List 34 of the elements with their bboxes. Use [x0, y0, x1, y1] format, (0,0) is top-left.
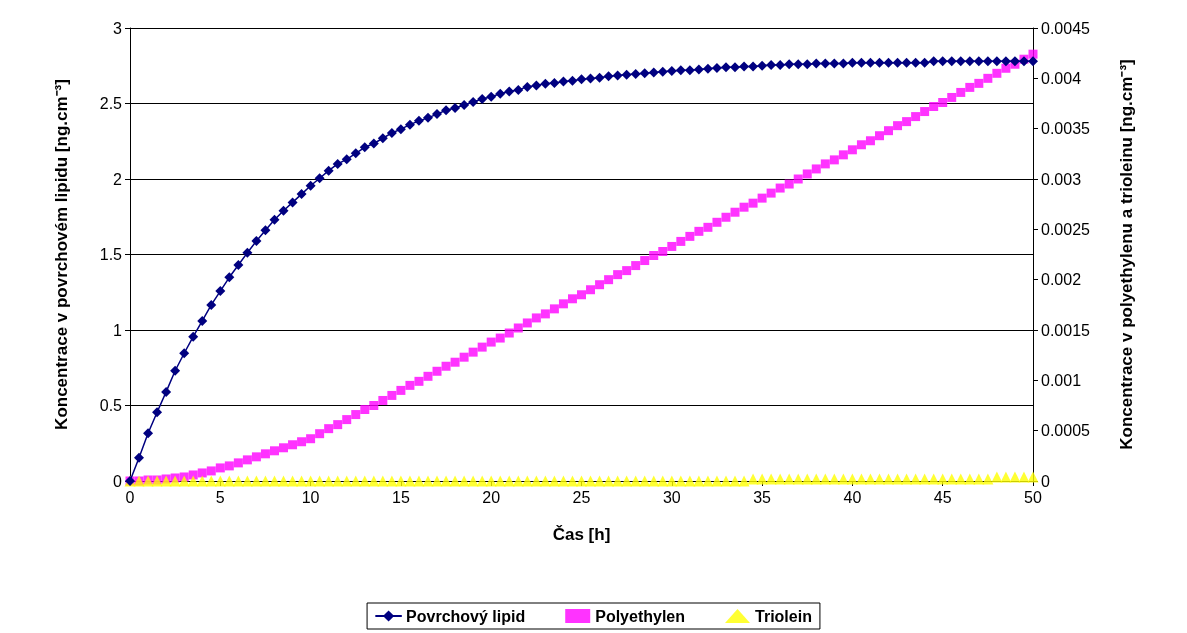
y2-tick-label: 0.0005: [1041, 422, 1091, 440]
x-tick-label: 35: [753, 488, 772, 506]
y-tick-label: 2.5: [99, 95, 123, 112]
x-tick-label: 40: [843, 488, 862, 506]
y2-tick-label: 0.0045: [1041, 19, 1091, 37]
legend-label: Povrchový lipid: [406, 607, 526, 625]
y-tick-label: 2: [113, 170, 123, 188]
y-tick-label: 1.5: [99, 246, 123, 263]
x-tick-label: 25: [572, 488, 591, 506]
y-tick-label: 0: [113, 472, 123, 490]
x-tick-label: 20: [482, 488, 501, 506]
legend-label: Triolein: [755, 607, 812, 625]
x-tick-label: 5: [215, 488, 225, 506]
y-tick-label: 1: [113, 321, 123, 339]
y2-axis-title: Koncentrace v polyethylenu a trioleinu [ng.cm⁻³]: [1117, 59, 1136, 450]
y2-tick-label: 0.003: [1041, 170, 1082, 188]
y2-tick-label: 0.004: [1041, 69, 1082, 87]
x-tick-label: 45: [933, 488, 952, 506]
y2-tick-label: 0.0025: [1041, 220, 1091, 238]
x-tick-label: 15: [392, 488, 410, 506]
x-tick-label: 50: [1024, 488, 1042, 506]
y-tick-label: 0.5: [99, 397, 123, 414]
y2-tick-label: 0.0035: [1041, 120, 1091, 138]
legend-label: Polyethylen: [595, 607, 686, 625]
y2-tick-label: 0.001: [1041, 371, 1082, 389]
y-tick-label: 3: [113, 19, 123, 37]
x-tick-label: 0: [125, 488, 135, 506]
x-tick-label: 10: [301, 488, 320, 506]
y2-tick-label: 0.0015: [1041, 321, 1091, 339]
y2-tick-label: 0: [1041, 472, 1050, 490]
y-axis-title: Koncentrace v povrchovém lipidu [ng.cm⁻³]: [52, 79, 71, 430]
x-axis-title: Čas [h]: [552, 525, 611, 544]
x-tick-label: 30: [662, 488, 681, 506]
y2-tick-label: 0.002: [1041, 271, 1082, 289]
